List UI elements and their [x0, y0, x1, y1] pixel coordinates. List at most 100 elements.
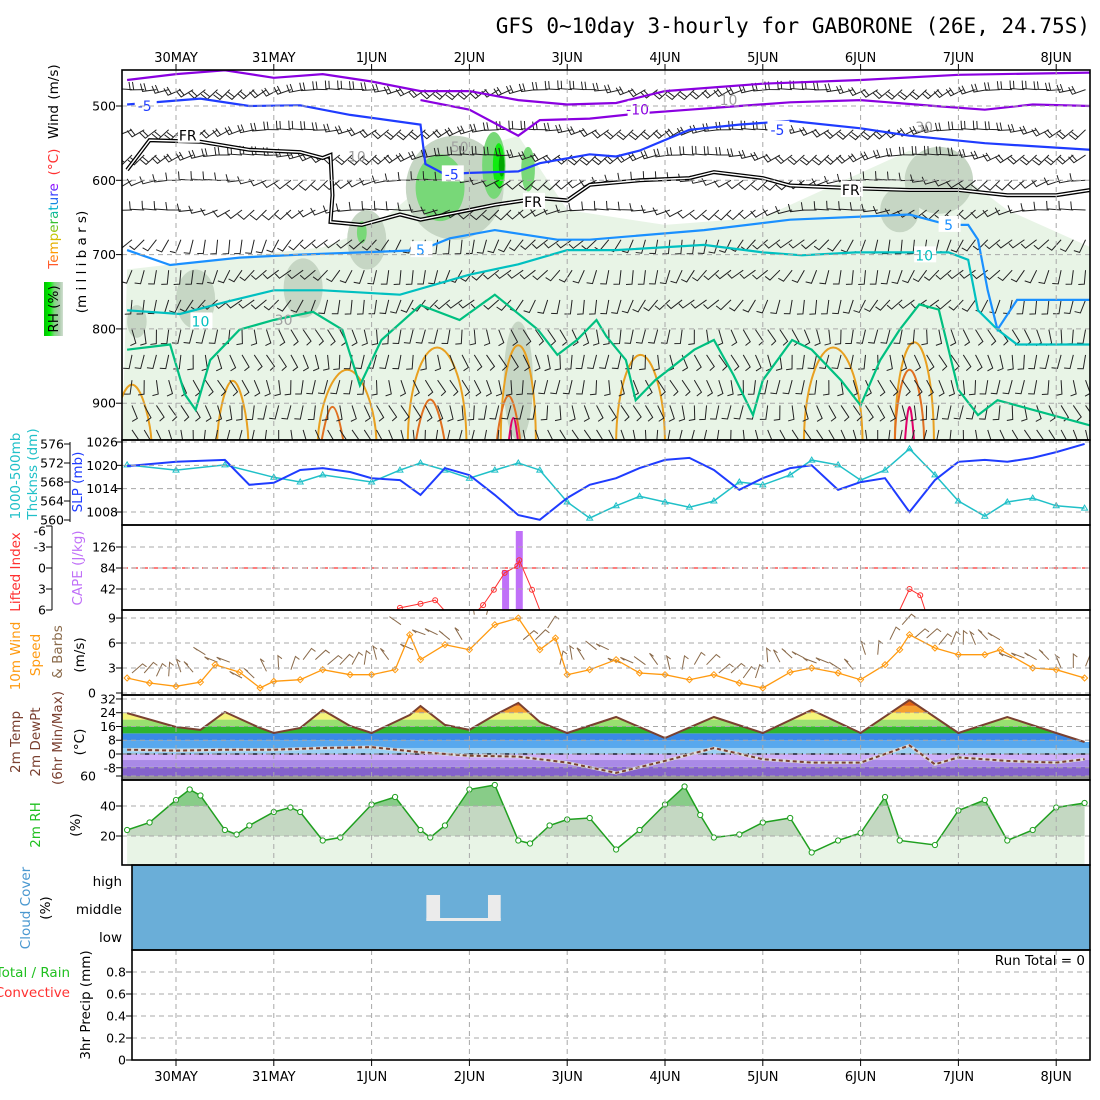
y-tick-label: 3	[38, 582, 46, 597]
rh-marker	[221, 826, 228, 834]
wind-barb	[1064, 354, 1074, 370]
wind-barb	[483, 269, 500, 280]
wind-barb	[667, 429, 671, 440]
wind-barb	[393, 270, 402, 285]
wind-barb	[580, 81, 597, 91]
wind-barb	[531, 179, 548, 191]
wind-barb	[613, 270, 622, 285]
wind-barb	[359, 129, 377, 139]
wind-barb	[656, 429, 659, 440]
wind-barb	[327, 329, 336, 346]
day-label-top: 5JUN	[747, 51, 778, 66]
dewpoint-line	[127, 744, 1085, 774]
wind-barb	[926, 379, 934, 397]
rh-marker	[319, 837, 326, 844]
wind-barb	[1036, 429, 1045, 440]
wind-barb	[155, 239, 170, 253]
wind-barb	[228, 269, 243, 283]
wind-speed-marker	[536, 645, 544, 654]
wind-barb	[392, 329, 402, 344]
wind-barb	[1031, 179, 1050, 188]
wind-barb	[139, 176, 157, 185]
wind-barb	[388, 429, 394, 440]
wind-barb	[400, 429, 405, 440]
wind-barb	[176, 203, 194, 212]
wind-barb	[632, 299, 646, 313]
wind-barb	[923, 429, 928, 440]
wind-barb	[188, 89, 206, 99]
wind-barb	[532, 269, 548, 281]
wind-barb	[791, 329, 800, 346]
wind-barb	[444, 127, 463, 137]
wind-barb	[788, 239, 805, 249]
contour-label: 50	[451, 140, 469, 156]
wind-barb	[457, 209, 475, 220]
wind-barb	[473, 379, 482, 397]
wind-barb	[852, 405, 862, 422]
wind-barb	[596, 429, 604, 440]
wind-speed-marker	[807, 664, 816, 672]
wind-barb	[347, 154, 365, 166]
wind-barb	[639, 354, 646, 371]
wind-barb	[950, 239, 964, 253]
wind-barb	[1007, 205, 1025, 214]
wind-barb	[379, 299, 390, 315]
wind-barb	[498, 239, 512, 253]
wind-barb-10m	[243, 668, 255, 679]
wind-barb	[335, 203, 353, 212]
wind-barb	[645, 379, 653, 397]
wind-barb	[689, 89, 707, 100]
rh-marker	[681, 783, 688, 790]
wind-barb	[417, 270, 426, 285]
wind-barb	[912, 269, 928, 283]
wind-barb	[886, 354, 893, 372]
wind-barb	[131, 405, 138, 422]
wind-barb	[896, 209, 915, 218]
wind-barb	[577, 299, 585, 315]
wind-barb	[1041, 299, 1050, 315]
isotherm-20	[216, 379, 250, 440]
wind-barb	[787, 154, 805, 166]
wind-barb	[484, 429, 488, 440]
wind-speed-marker	[896, 645, 904, 654]
wind-barb	[323, 354, 330, 371]
wind-barb	[783, 299, 793, 315]
wind-speed-marker	[296, 675, 304, 684]
y-tick-label: 0.6	[106, 987, 126, 1002]
wind-barb	[299, 269, 316, 280]
wind-barb	[983, 179, 1001, 191]
wind-barb	[603, 84, 622, 94]
wind-barb	[1008, 239, 1025, 249]
wind-barb	[721, 405, 732, 420]
wind-barb	[237, 209, 255, 221]
wind-barb	[693, 354, 702, 372]
wind-barb-10m	[730, 662, 746, 674]
thickness-marker	[881, 466, 889, 473]
wind-barb	[645, 405, 654, 422]
wind-barb	[738, 179, 756, 191]
rh-shading-cell	[127, 305, 147, 338]
y-tick-label: 0.4	[106, 1009, 126, 1024]
wind-barb	[600, 299, 610, 315]
contour-label: 30	[915, 120, 933, 136]
wind-barb	[238, 299, 255, 309]
wind-barb	[535, 329, 545, 346]
wind-barb-10m	[363, 649, 371, 665]
day-label-top: 8JUN	[1041, 51, 1072, 66]
wind-barb	[134, 270, 145, 285]
y-tick-label: 700	[92, 247, 116, 262]
wind-barb	[787, 203, 805, 213]
wind-barb	[411, 299, 426, 312]
wind-barb	[659, 270, 671, 285]
rh-marker	[636, 826, 643, 834]
wind-speed-marker	[416, 655, 425, 664]
wind-barb-10m	[473, 610, 475, 615]
wind-barb	[571, 429, 580, 440]
wind-barb-10m	[168, 661, 174, 677]
wind-barb	[564, 299, 573, 315]
wind-barb	[1058, 200, 1074, 211]
wind-barb	[353, 270, 365, 284]
wind-barb	[1010, 269, 1025, 283]
wind-barb	[770, 299, 781, 314]
wind-barb	[681, 354, 689, 372]
